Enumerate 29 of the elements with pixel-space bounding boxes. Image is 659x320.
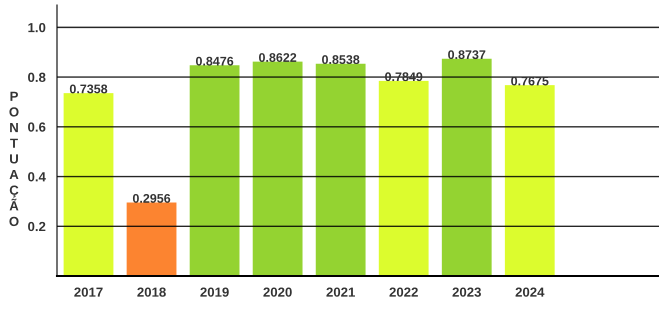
- data-label: 0.7358: [70, 84, 108, 94]
- bar: [252, 62, 303, 276]
- data-label: 0.8737: [448, 50, 486, 60]
- bar: [126, 202, 176, 276]
- bar: [378, 80, 429, 276]
- data-label: 0.8476: [196, 56, 234, 66]
- bar: [64, 93, 114, 276]
- text: PONTUAÇÃO: [9, 92, 19, 226]
- bar: [504, 85, 555, 276]
- x-tick-label: 2024: [516, 287, 544, 297]
- bar: [190, 65, 240, 276]
- data-label: 0.8538: [322, 55, 360, 64]
- data-label: 0.2956: [132, 194, 170, 203]
- x-tick-label: 2022: [389, 287, 418, 297]
- bar: [316, 64, 366, 276]
- data-label: 0.7675: [511, 76, 549, 86]
- x-tick-label: 2017: [74, 287, 103, 297]
- y-tick-label: 0.6: [28, 122, 46, 132]
- y-tick-label: 1.0: [28, 22, 46, 32]
- bar: [442, 58, 492, 276]
- x-tick-label: 2020: [263, 287, 292, 297]
- data-label: 0.8622: [259, 53, 296, 62]
- x-tick-label: 2021: [326, 287, 355, 297]
- y-tick-label: 0.8: [28, 72, 46, 82]
- y-tick-label: 0.2: [28, 222, 46, 232]
- x-tick-label: 2018: [137, 287, 166, 297]
- x-tick-label: 2023: [452, 287, 481, 297]
- y-tick-label: 0.4: [28, 172, 46, 182]
- x-tick-label: 2019: [200, 287, 229, 297]
